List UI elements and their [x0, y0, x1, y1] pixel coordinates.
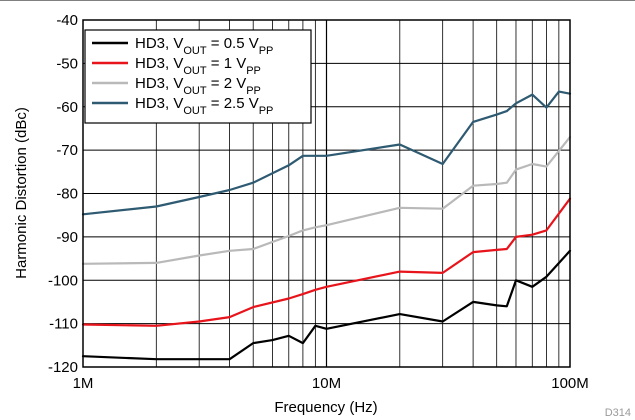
series-line [81, 197, 572, 327]
y-tick-label: -100 [48, 272, 78, 289]
plot-frame [82, 19, 571, 368]
series-line [81, 136, 572, 265]
y-tick-label: -70 [56, 142, 78, 159]
series-lines [81, 90, 572, 361]
legend-label: HD3, VOUT = 2.5 VPP [135, 95, 273, 117]
x-axis-label: Frequency (Hz) [274, 399, 377, 416]
y-tick-label: -50 [56, 55, 78, 72]
x-tick-label: 1M [73, 375, 94, 392]
legend-box [84, 29, 312, 124]
x-tick-label: 100M [551, 375, 589, 392]
legend-label: HD3, VOUT = 0.5 VPP [135, 35, 273, 57]
x-tick-labels: 1M 10M 100M [73, 375, 589, 392]
y-tick-label: -90 [56, 229, 78, 246]
y-axis-label: Harmonic Distortion (dBc) [13, 107, 30, 279]
y-tick-label: -120 [48, 359, 78, 376]
y-tick-label: -40 [56, 12, 78, 29]
figure-id: D314 [605, 407, 631, 419]
x-tick-label: 10M [312, 375, 341, 392]
series-line [81, 249, 572, 361]
y-tick-label: -60 [56, 99, 78, 116]
y-tick-label: -80 [56, 186, 78, 203]
series-line [81, 90, 572, 216]
legend-label: HD3, VOUT = 2 VPP [135, 75, 261, 97]
y-tick-label: -110 [49, 316, 78, 333]
legend-label: HD3, VOUT = 1 VPP [135, 55, 261, 77]
y-tick-labels: -40 -50 -60 -70 -80 -90 -100 -110 -120 [48, 12, 78, 376]
